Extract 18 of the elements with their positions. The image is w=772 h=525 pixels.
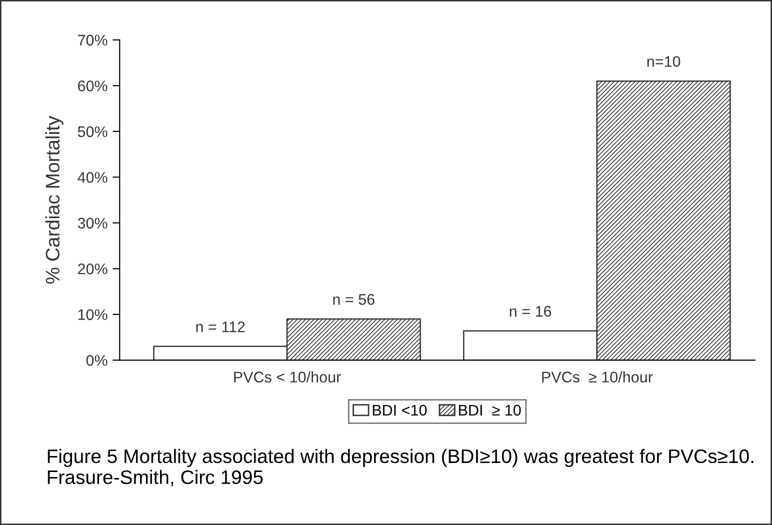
y-tick-label: 0%: [86, 355, 108, 366]
x-tick-label: PVCs ≥ 10/hour: [542, 371, 653, 382]
legend-label: BDI ≥ 10: [459, 404, 521, 416]
y-tick-label: 70%: [78, 34, 108, 46]
caption: Figure 5 Mortality associated with depression (BDI≥10) was greatest for PVCs≥10. Frasure-Smith, Circ 1995: [48, 448, 754, 486]
legend-label: BDI <10: [372, 404, 427, 416]
y-tick-label: 10%: [78, 309, 108, 320]
y-tick-label: 60%: [78, 80, 108, 92]
y-tick-label: 30%: [78, 218, 108, 229]
annotation: n = 112: [196, 321, 245, 332]
y-tick-label: 20%: [78, 264, 108, 274]
annotation: n = 16: [510, 306, 552, 317]
annotation: n = 56: [333, 294, 374, 305]
y-tick-label: 40%: [78, 172, 108, 183]
y-tick-label: 50%: [78, 126, 108, 138]
x-tick-label: PVCs < 10/hour: [234, 371, 341, 382]
y-axis-title: % Cardiac Mortality: [45, 116, 64, 284]
annotation: n=10: [647, 56, 680, 67]
